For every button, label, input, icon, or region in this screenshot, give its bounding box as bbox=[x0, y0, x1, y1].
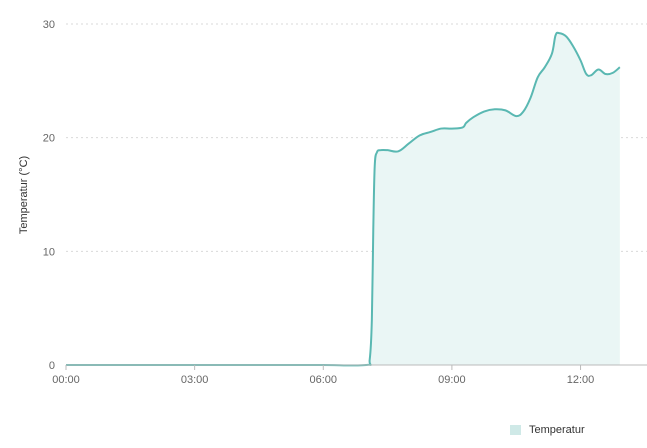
tick-labels: 0 10 20 30 00:00 03:00 06:00 09:00 12:00 bbox=[43, 19, 595, 386]
x-tick-label: 12:00 bbox=[567, 374, 595, 386]
x-tick-label: 06:00 bbox=[310, 374, 338, 386]
y-tick-label: 20 bbox=[43, 133, 55, 145]
x-tick-label: 03:00 bbox=[181, 374, 209, 386]
area-layer bbox=[66, 31, 621, 367]
series-area bbox=[66, 32, 620, 366]
grid-lines bbox=[66, 23, 647, 252]
legend-label: Temperatur bbox=[529, 424, 585, 436]
y-tick-label: 30 bbox=[43, 19, 55, 31]
legend[interactable]: Temperatur bbox=[510, 424, 585, 436]
y-tick-label: 0 bbox=[49, 360, 55, 372]
x-tick-label: 09:00 bbox=[438, 374, 466, 386]
y-tick-label: 10 bbox=[43, 246, 55, 258]
axes bbox=[65, 364, 647, 370]
y-axis-label: Temperatur (°C) bbox=[18, 156, 30, 234]
legend-swatch bbox=[510, 425, 521, 435]
x-tick-label: 00:00 bbox=[52, 374, 80, 386]
